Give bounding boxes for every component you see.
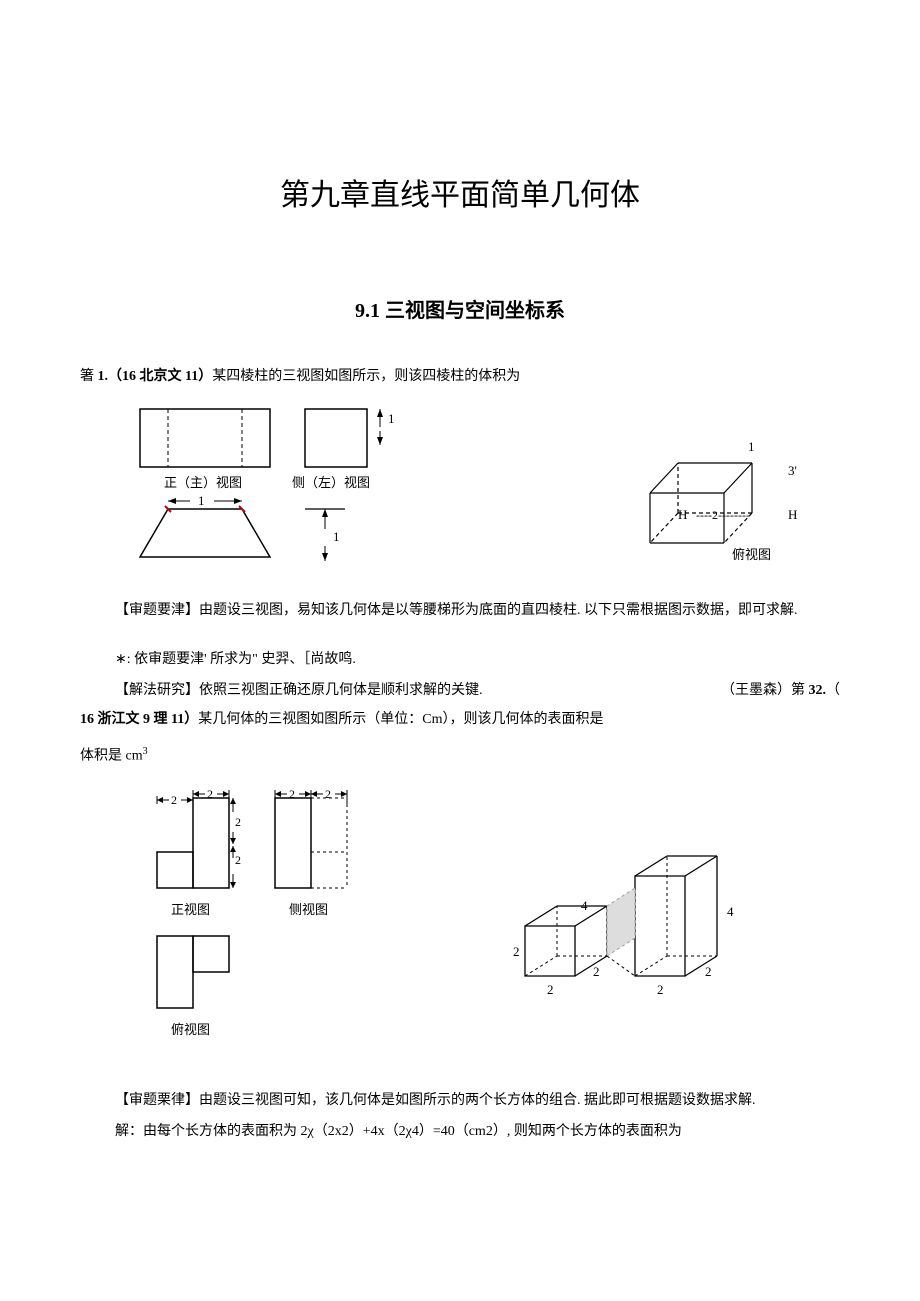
main-view-label: 正（主）视图 xyxy=(164,475,242,490)
side-view-label: 侧（左）视图 xyxy=(292,475,370,490)
dim-4: 4 xyxy=(581,898,588,913)
section-title: 9.1 三视图与空间坐标系 xyxy=(80,294,840,323)
figure-2-solid: 2 2 2 4 2 2 4 xyxy=(505,826,785,1031)
dim-2: 2 xyxy=(235,853,241,867)
dim-2: 2 xyxy=(207,787,213,801)
dim-2: 2 xyxy=(705,964,712,979)
method-1-right: （王墨森）第 32.（ xyxy=(721,676,840,707)
figure-2-views: 2 2 2 2 xyxy=(135,786,395,1071)
three-views-svg-1: 1 正（主）视图 侧（左）视图 1 1 xyxy=(120,401,460,571)
problem-1-stem: 箸 1.（16 北京文 11）某四棱柱的三视图如图所示，则该四棱柱的体积为 xyxy=(80,363,840,391)
dim-4: 4 xyxy=(727,904,734,919)
dim-2: 2 xyxy=(325,787,331,801)
dim-2: 2 xyxy=(593,964,600,979)
method-1-left: 【解法研究】依照三视图正确还原几何体是顺利求解的关键. xyxy=(80,676,721,707)
method-1: 【解法研究】依照三视图正确还原几何体是顺利求解的关键. （王墨森）第 32.（ xyxy=(80,676,840,707)
analysis-2: 【审题栗律】由题设三视图可知，该几何体是如图所示的两个长方体的组合. 据此即可根… xyxy=(80,1086,840,1117)
problem-text: 某四棱柱的三视图如图所示，则该四棱柱的体积为 xyxy=(212,369,520,384)
superscript: 3 xyxy=(143,746,148,757)
top-view-label: 俯视图 xyxy=(732,547,771,562)
figure-1-solid: 1 3' H ----2-------- H 俯视图 xyxy=(620,401,820,576)
dim-2: 2 xyxy=(171,793,177,807)
note-1: ∗: 依审题要津' 所求为" 史羿、［尚故鸣. xyxy=(80,645,840,676)
dim-2: 2 xyxy=(289,787,295,801)
problem-2-text: 某几何体的三视图如图所示（单位：Cm），则该几何体的表面积是 xyxy=(198,712,603,727)
solid-svg-2: 2 2 2 4 2 2 4 xyxy=(505,826,785,1026)
figure-1-row: 1 正（主）视图 侧（左）视图 1 1 xyxy=(120,401,840,576)
figure-1-views: 1 正（主）视图 侧（左）视图 1 1 xyxy=(120,401,460,576)
dim-2: 2 xyxy=(657,982,664,997)
dim-2: 2 xyxy=(235,815,241,829)
main-view-label: 正视图 xyxy=(171,902,210,917)
problem-2-stem: 16 浙江文 9 理 11）某几何体的三视图如图所示（单位：Cm），则该几何体的… xyxy=(80,706,840,734)
prefix: 箸 xyxy=(80,369,98,384)
problem-2-text2: 体积是 cm xyxy=(80,749,143,764)
top-view-label: 俯视图 xyxy=(171,1022,210,1037)
prism-svg: 1 3' H ----2-------- H 俯视图 xyxy=(620,401,820,571)
three-views-svg-2: 2 2 2 2 xyxy=(135,786,395,1066)
dim-label: 1 xyxy=(333,529,340,544)
dim-label: 1 xyxy=(198,493,205,508)
problem-2-stem-cont: 体积是 cm3 xyxy=(80,742,840,771)
analysis-1: 【审题要津】由题设三视图，易知该几何体是以等腰梯形为底面的直四棱柱. 以下只需根… xyxy=(80,596,840,627)
dim-label: 1 xyxy=(388,411,395,426)
dim-side: 3' xyxy=(788,463,797,478)
side-view-label: 侧视图 xyxy=(289,902,328,917)
solution-2: 解：由每个长方体的表面积为 2χ（2x2）+4x（2χ4）=40（cm2）, 则… xyxy=(80,1117,840,1148)
h-label: H xyxy=(678,507,687,522)
dim-2: 2 xyxy=(513,944,520,959)
dim-2: 2 xyxy=(547,982,554,997)
problem-number: 1. xyxy=(98,369,109,384)
problem-source: （16 北京文 11） xyxy=(108,369,212,384)
figure-2-row: 2 2 2 2 xyxy=(80,786,840,1071)
dim-top: 1 xyxy=(748,439,755,454)
dim-mid: ----2-------- xyxy=(696,508,750,522)
chapter-title: 第九章直线平面简单几何体 xyxy=(80,170,840,214)
problem-2-source: 16 浙江文 9 理 11） xyxy=(80,712,198,727)
h-label: H xyxy=(788,507,797,522)
